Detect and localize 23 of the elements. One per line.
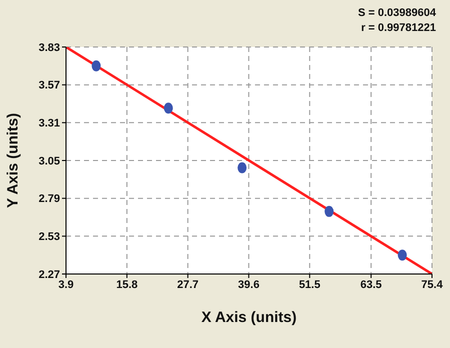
x-tick-label: 75.4	[421, 278, 444, 291]
x-tick-label: 27.7	[177, 278, 199, 291]
point	[324, 206, 334, 217]
text: S = 0.03989604	[358, 6, 436, 21]
text: r = 0.99781221	[360, 21, 436, 36]
y-tick-label: 2.79	[38, 193, 60, 206]
point	[164, 102, 173, 114]
x-axis-title: X Axis (units)	[201, 309, 297, 326]
point	[398, 250, 407, 261]
y-tick-label: 3.83	[38, 42, 60, 54]
y-tick-label: 2.27	[38, 268, 60, 281]
point	[92, 60, 101, 72]
x-tick-label: 39.6	[238, 278, 260, 291]
y-tick-label: 3.05	[38, 155, 60, 168]
y-axis-title: Y Axis (units)	[4, 112, 22, 208]
x-tick-label: 15.8	[116, 278, 138, 291]
y-tick-label: 2.53	[38, 231, 60, 244]
y-tick-label: 3.57	[38, 80, 60, 92]
x-tick-label: 51.5	[298, 278, 320, 291]
x-tick-label: 63.5	[360, 278, 382, 291]
y-tick-label: 3.31	[38, 118, 60, 130]
point	[238, 162, 247, 174]
x-tick-label: 3.9	[58, 278, 74, 291]
